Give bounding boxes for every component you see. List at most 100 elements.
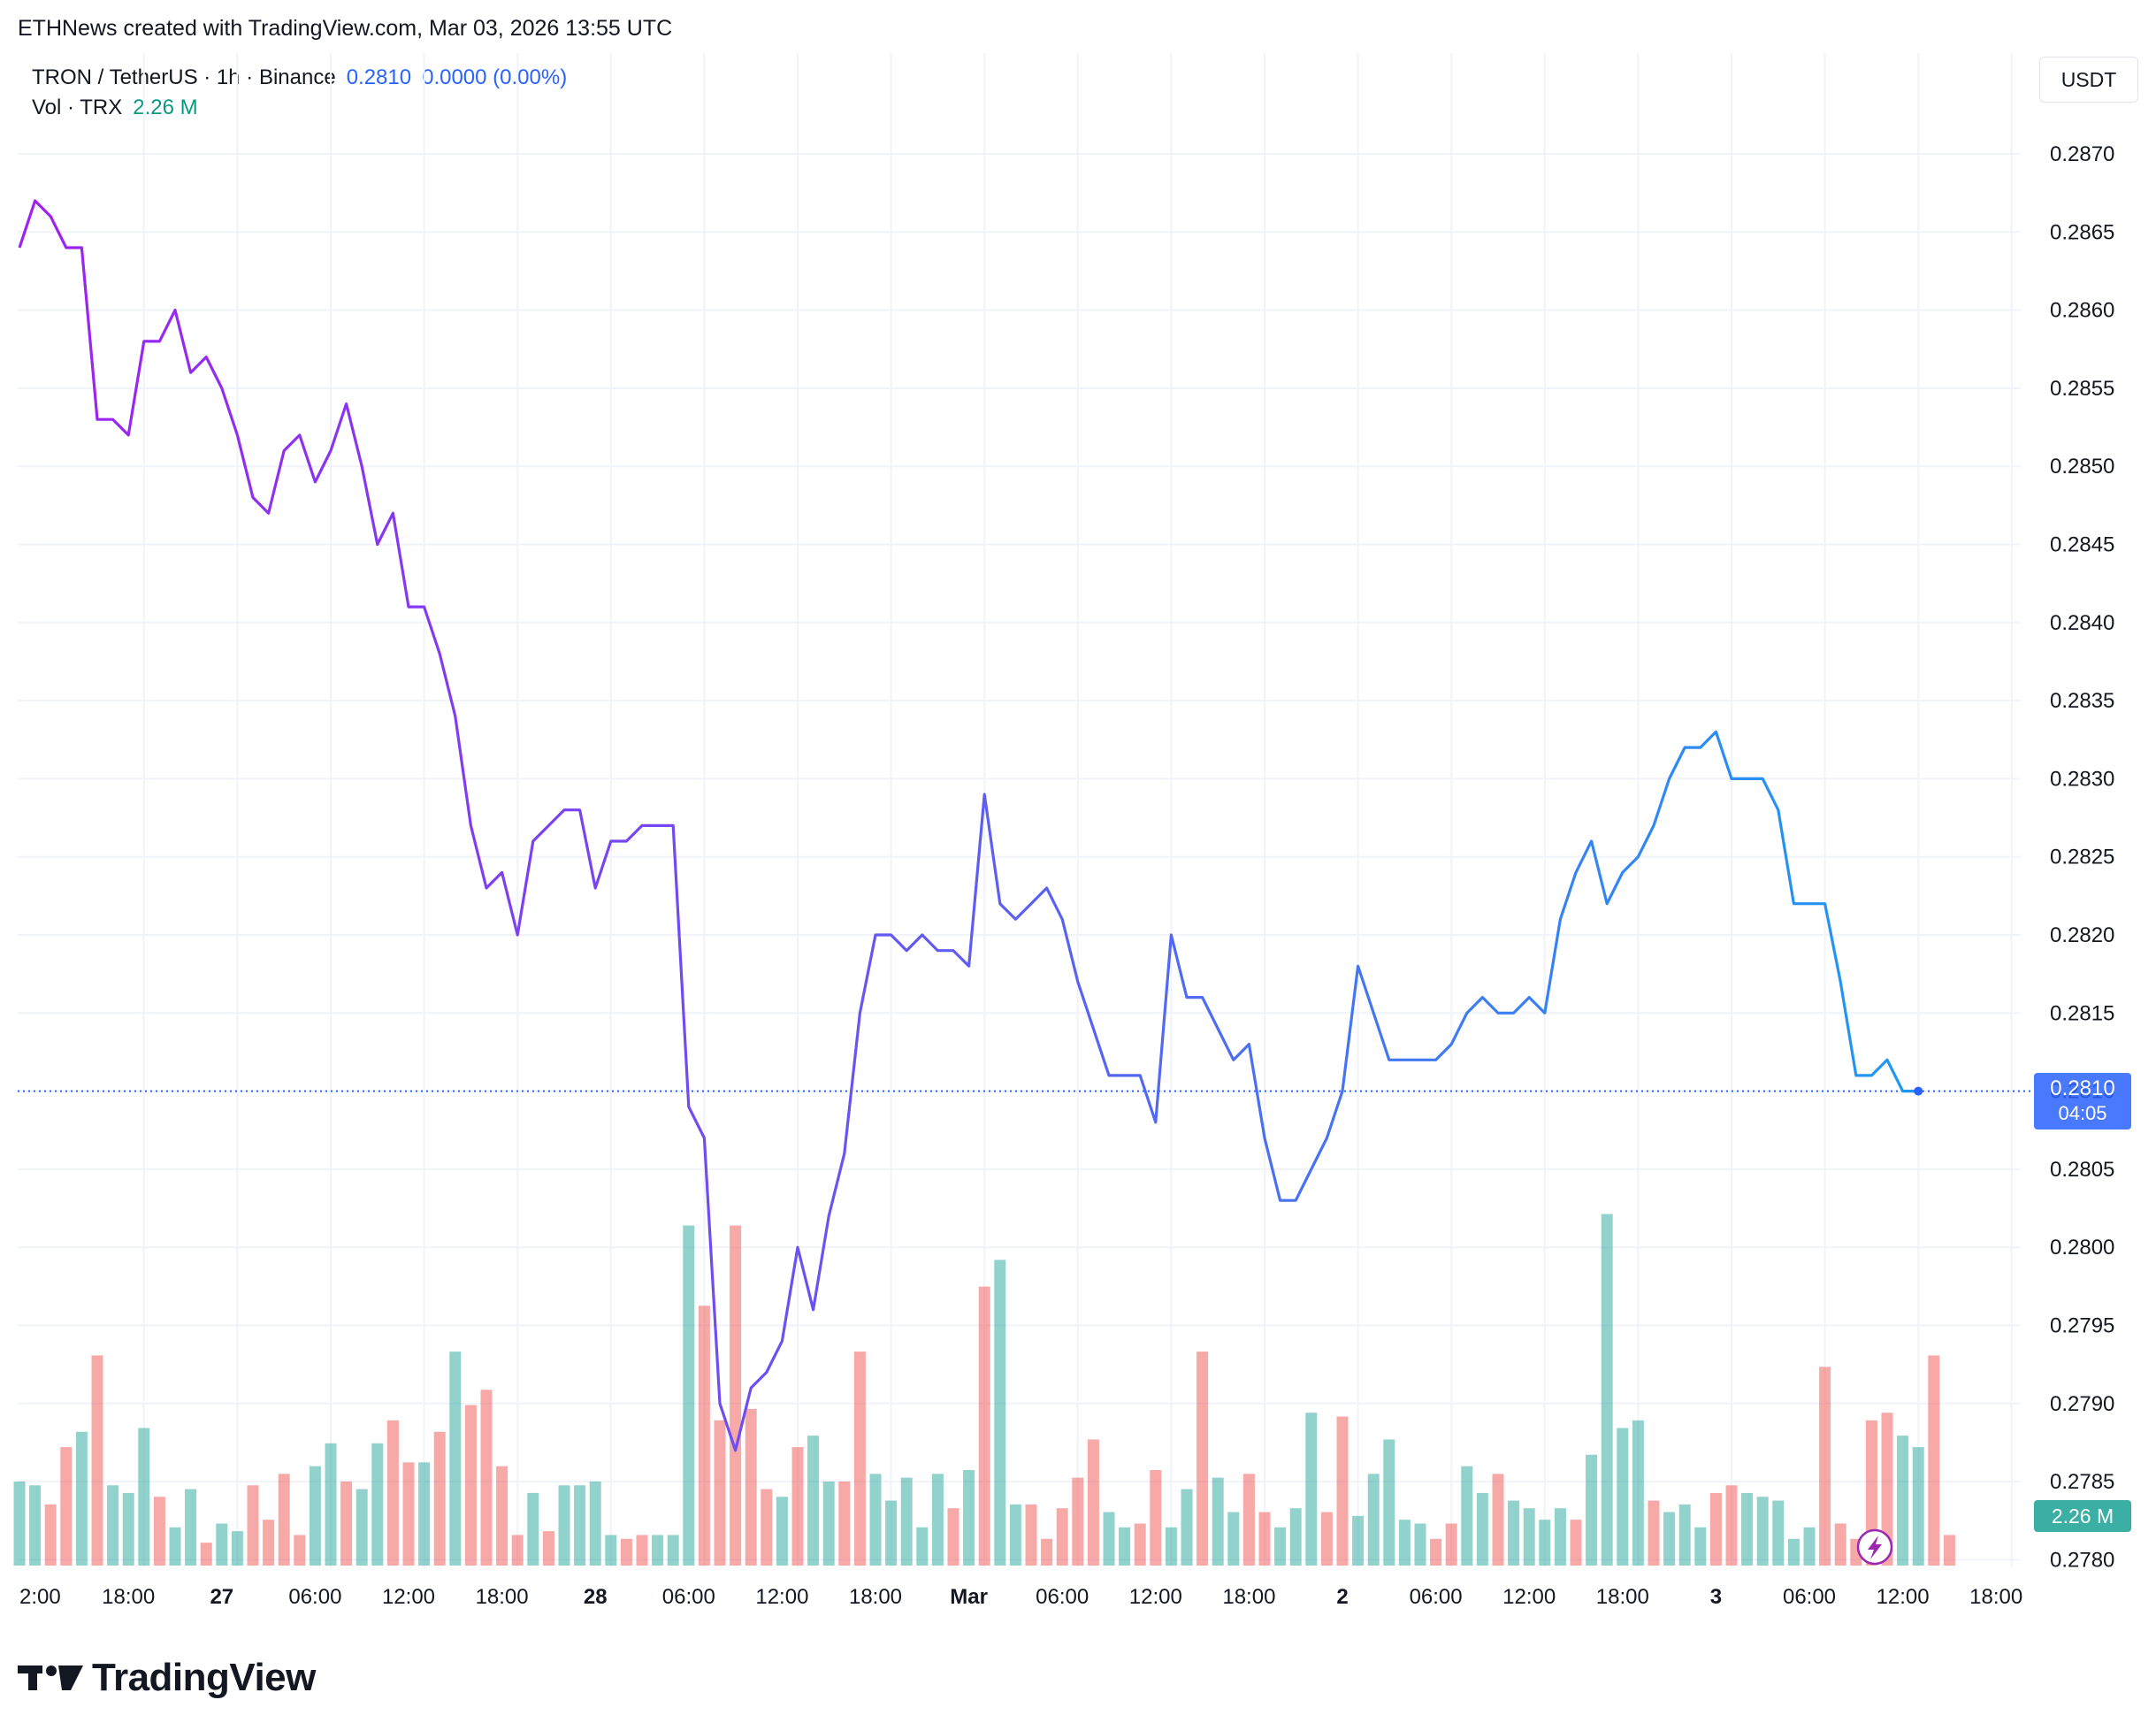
- volume-bar: [107, 1485, 119, 1566]
- volume-bar: [216, 1523, 228, 1566]
- volume-bar: [480, 1390, 493, 1566]
- x-tick-label: 18:00: [102, 1585, 155, 1609]
- volume-bar: [1289, 1508, 1302, 1566]
- x-tick-label: 12:00: [1502, 1585, 1556, 1609]
- volume-bar: [1523, 1508, 1535, 1566]
- x-tick-label: 2: [1336, 1585, 1348, 1609]
- volume-bar: [698, 1306, 710, 1566]
- volume-bar: [589, 1481, 601, 1566]
- volume-bar: [1912, 1447, 1924, 1566]
- volume-bar: [263, 1520, 275, 1566]
- volume-tag-value: 2.26 M: [2052, 1505, 2114, 1528]
- y-tick-label: 0.2820: [2050, 923, 2114, 947]
- lightning-icon[interactable]: [1856, 1528, 1893, 1566]
- time-axis[interactable]: 2:00 18:00 27 06:00 12:00 18:00 28 06:00 12:00 18…: [19, 1585, 2022, 1609]
- y-tick-label: 0.2870: [2050, 142, 2114, 166]
- volume-bar: [1336, 1416, 1349, 1566]
- y-tick-label: 0.2785: [2050, 1470, 2114, 1494]
- volume-bar: [714, 1420, 726, 1566]
- volume-bar: [822, 1481, 835, 1566]
- volume-bar: [916, 1527, 929, 1566]
- tradingview-logo[interactable]: TradingView: [18, 1656, 316, 1700]
- x-tick-label: 06:00: [1036, 1585, 1089, 1609]
- volume-bar: [138, 1428, 150, 1566]
- volume-bar: [433, 1431, 446, 1566]
- volume-bar: [1943, 1535, 1955, 1566]
- volume-bars: [13, 1214, 1955, 1566]
- volume-bar: [1694, 1527, 1707, 1566]
- volume-bar: [1258, 1512, 1271, 1566]
- tradingview-logo-icon: [18, 1666, 83, 1690]
- volume-bar: [994, 1260, 1006, 1566]
- volume-bar: [1367, 1474, 1380, 1566]
- price-axis[interactable]: 0.2870 0.2865 0.2860 0.2855 0.2850 0.2845 0.28…: [2050, 142, 2114, 1572]
- tradingview-wordmark: TradingView: [92, 1656, 316, 1699]
- currency-button[interactable]: USDT: [2039, 57, 2138, 103]
- volume-bar: [807, 1436, 820, 1566]
- volume-bar: [1709, 1492, 1722, 1566]
- y-tick-label: 0.2850: [2050, 455, 2114, 479]
- volume-bar: [247, 1485, 259, 1566]
- volume-bar: [683, 1225, 695, 1566]
- volume-bar: [1554, 1508, 1566, 1566]
- y-tick-label: 0.2835: [2050, 689, 2114, 713]
- volume-bar: [122, 1492, 134, 1566]
- chart-grid: [18, 53, 2021, 1567]
- volume-bar: [1834, 1523, 1846, 1566]
- volume-bar: [1227, 1512, 1240, 1566]
- volume-title[interactable]: Vol · TRX: [32, 96, 123, 119]
- volume-bar: [75, 1431, 88, 1566]
- volume-bar: [1445, 1523, 1457, 1566]
- y-tick-label: 0.2860: [2050, 299, 2114, 323]
- volume-bar: [1305, 1413, 1318, 1566]
- price-line: [18, 199, 1919, 1452]
- volume-bar: [185, 1489, 197, 1566]
- x-tick-label: Mar: [950, 1585, 988, 1609]
- volume-bar: [947, 1508, 959, 1566]
- x-tick-label: 18:00: [1969, 1585, 2022, 1609]
- volume-bar: [652, 1535, 664, 1566]
- volume-bar: [838, 1481, 851, 1566]
- x-tick-label: 18:00: [476, 1585, 529, 1609]
- volume-bar: [869, 1474, 882, 1566]
- volume-bar: [1570, 1520, 1582, 1566]
- volume-bar: [1242, 1474, 1255, 1566]
- volume-bar: [418, 1462, 431, 1566]
- volume-bar: [900, 1477, 913, 1566]
- x-tick-label: 2:00: [19, 1585, 61, 1609]
- y-tick-label: 0.2805: [2050, 1158, 2114, 1182]
- volume-bar: [511, 1535, 524, 1566]
- volume-bar: [1678, 1504, 1691, 1566]
- volume-bar: [1383, 1439, 1395, 1566]
- volume-bar: [1539, 1520, 1551, 1566]
- y-tick-label: 0.2825: [2050, 846, 2114, 869]
- symbol-title[interactable]: TRON / TetherUS · 1h · Binance: [32, 65, 336, 89]
- volume-bar: [761, 1489, 773, 1566]
- volume-bar: [1881, 1413, 1893, 1566]
- legend-price: 0.2810: [346, 65, 412, 89]
- volume-bar: [294, 1535, 306, 1566]
- volume-bar: [1803, 1527, 1816, 1566]
- x-tick-label: 18:00: [849, 1585, 902, 1609]
- legend-change: 0.0000 (0.00%): [422, 65, 568, 89]
- volume-bar: [356, 1489, 368, 1566]
- volume-bar: [1197, 1352, 1209, 1566]
- y-tick-label: 0.2795: [2050, 1314, 2114, 1338]
- volume-bar: [1025, 1504, 1037, 1566]
- volume-bar: [29, 1485, 42, 1566]
- y-tick-label: 0.2840: [2050, 611, 2114, 635]
- volume-bar: [527, 1492, 539, 1566]
- volume-bar: [1461, 1466, 1473, 1566]
- x-tick-label: 12:00: [755, 1585, 808, 1609]
- volume-bar: [309, 1466, 321, 1566]
- last-price-dot: [1914, 1086, 1923, 1096]
- symbol-legend: TRON / TetherUS · 1h · Binance 0.2810 0.00…: [32, 65, 567, 90]
- volume-bar: [91, 1355, 103, 1566]
- y-tick-label: 0.2800: [2050, 1236, 2114, 1260]
- x-tick-label: 18:00: [1222, 1585, 1275, 1609]
- volume-legend: Vol · TRX 2.26 M: [32, 96, 198, 120]
- volume-bar: [278, 1474, 290, 1566]
- volume-bar: [200, 1543, 212, 1566]
- volume-bar: [402, 1462, 415, 1566]
